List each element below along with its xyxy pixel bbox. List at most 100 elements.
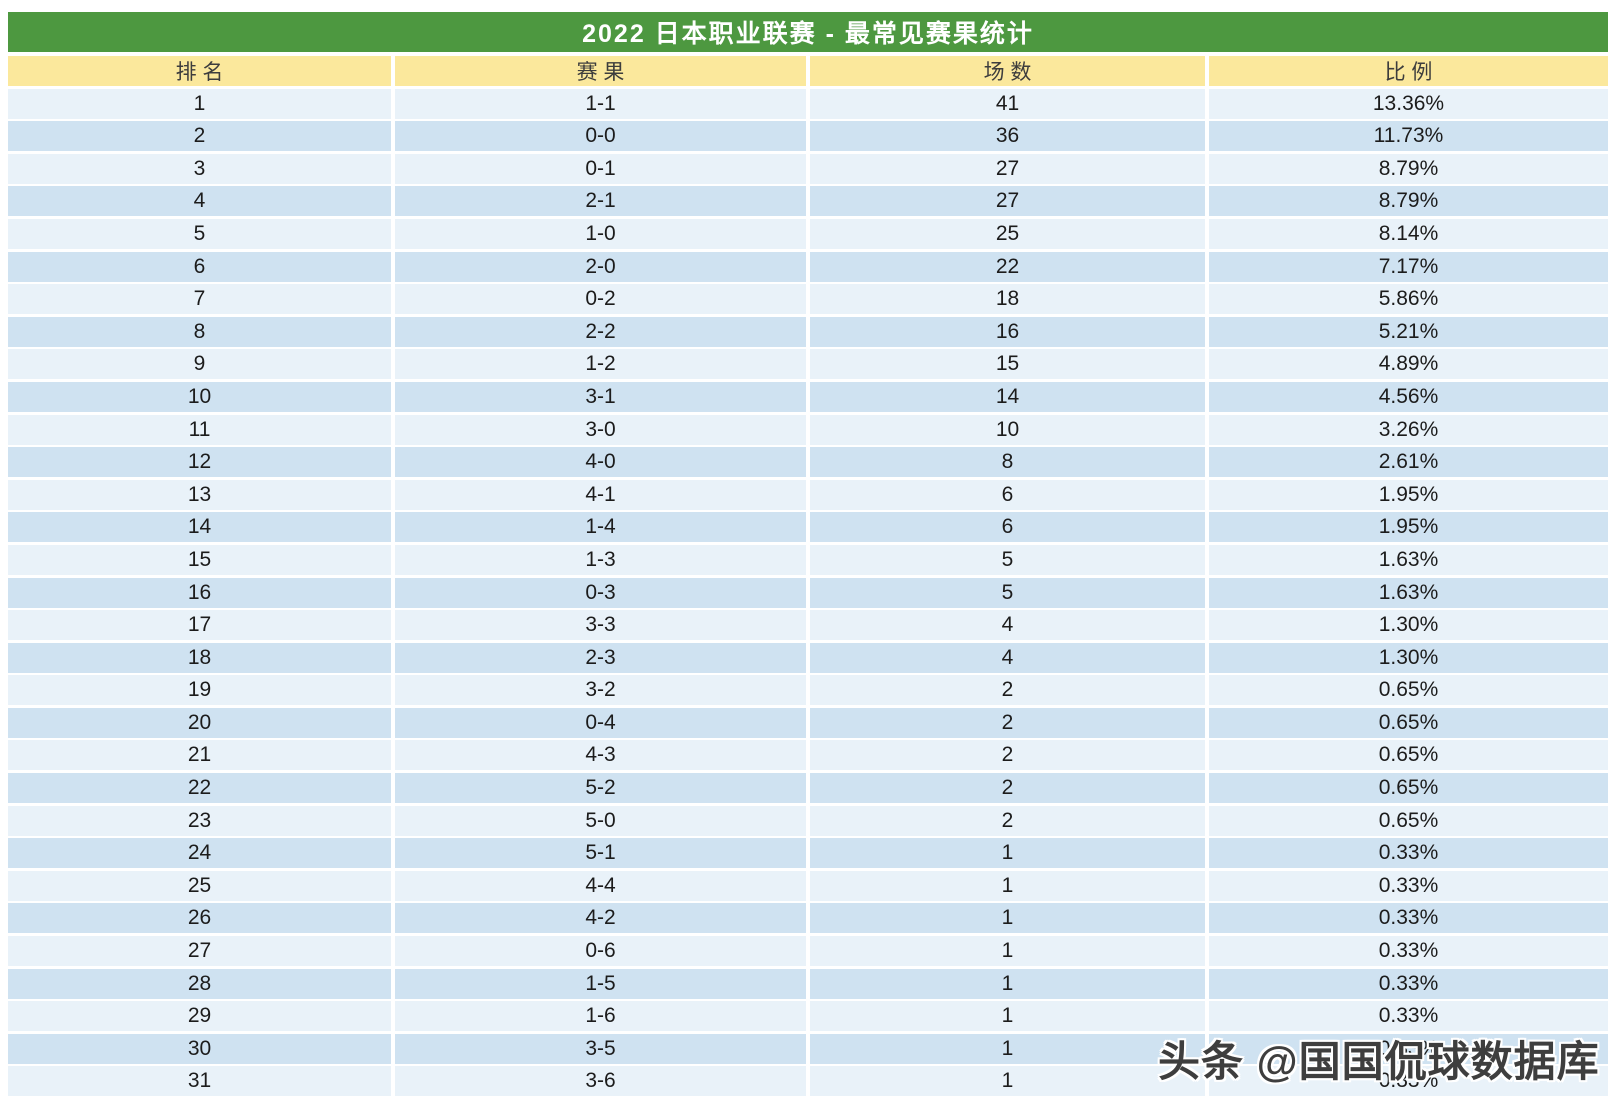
table-row: 31 3-6 1 0.33% [8,1066,1608,1097]
percent-cell: 4.56% [1209,381,1608,412]
percent-cell: 1.30% [1209,610,1608,641]
table-row: 27 0-6 1 0.33% [8,936,1608,967]
column-header-percent: 比 例 [1209,56,1608,86]
games-cell: 1 [810,1033,1205,1064]
percent-cell: 0.33% [1209,903,1608,934]
rank-cell: 9 [8,349,391,380]
table-row: 18 2-3 4 1.30% [8,642,1608,673]
games-cell: 14 [810,381,1205,412]
table-row: 26 4-2 1 0.33% [8,903,1608,934]
games-cell: 4 [810,642,1205,673]
games-cell: 18 [810,284,1205,315]
games-cell: 5 [810,544,1205,575]
percent-cell: 0.33% [1209,870,1608,901]
percent-cell: 2.61% [1209,447,1608,478]
score-cell: 1-2 [395,349,806,380]
games-cell: 2 [810,740,1205,771]
score-cell: 4-4 [395,870,806,901]
percent-cell: 4.89% [1209,349,1608,380]
games-cell: 6 [810,512,1205,543]
score-cell: 1-1 [395,88,806,119]
score-cell: 3-0 [395,414,806,445]
games-cell: 6 [810,479,1205,510]
rank-cell: 3 [8,153,391,184]
games-cell: 1 [810,936,1205,967]
table-row: 6 2-0 22 7.17% [8,251,1608,282]
percent-cell: 0.33% [1209,1033,1608,1064]
rank-cell: 4 [8,186,391,217]
rank-cell: 14 [8,512,391,543]
rank-cell: 21 [8,740,391,771]
games-cell: 41 [810,88,1205,119]
rank-cell: 17 [8,610,391,641]
table-row: 25 4-4 1 0.33% [8,870,1608,901]
table-body: 1 1-1 41 13.36% 2 0-0 36 11.73% 3 0-1 27… [8,88,1608,1097]
rank-cell: 6 [8,251,391,282]
percent-cell: 0.33% [1209,1001,1608,1032]
score-cell: 0-4 [395,707,806,738]
score-cell: 4-2 [395,903,806,934]
rank-cell: 27 [8,936,391,967]
rank-cell: 20 [8,707,391,738]
score-cell: 3-2 [395,675,806,706]
games-cell: 5 [810,577,1205,608]
games-cell: 27 [810,186,1205,217]
score-cell: 3-1 [395,381,806,412]
score-cell: 1-0 [395,218,806,249]
games-cell: 1 [810,838,1205,869]
rank-cell: 26 [8,903,391,934]
score-cell: 3-3 [395,610,806,641]
percent-cell: 1.63% [1209,544,1608,575]
score-cell: 1-5 [395,968,806,999]
table-row: 30 3-5 1 0.33% [8,1033,1608,1064]
percent-cell: 0.33% [1209,968,1608,999]
table-row: 22 5-2 2 0.65% [8,773,1608,804]
score-cell: 5-1 [395,838,806,869]
rank-cell: 24 [8,838,391,869]
rank-cell: 30 [8,1033,391,1064]
table-row: 3 0-1 27 8.79% [8,153,1608,184]
percent-cell: 0.65% [1209,740,1608,771]
percent-cell: 8.14% [1209,218,1608,249]
games-cell: 1 [810,1001,1205,1032]
games-cell: 2 [810,675,1205,706]
table-row: 14 1-4 6 1.95% [8,512,1608,543]
table-row: 17 3-3 4 1.30% [8,610,1608,641]
percent-cell: 0.33% [1209,1066,1608,1097]
table-row: 13 4-1 6 1.95% [8,479,1608,510]
score-cell: 0-0 [395,121,806,152]
table-row: 29 1-6 1 0.33% [8,1001,1608,1032]
table-row: 1 1-1 41 13.36% [8,88,1608,119]
rank-cell: 18 [8,642,391,673]
table-row: 5 1-0 25 8.14% [8,218,1608,249]
score-cell: 1-4 [395,512,806,543]
percent-cell: 1.95% [1209,512,1608,543]
score-cell: 1-6 [395,1001,806,1032]
score-cell: 3-5 [395,1033,806,1064]
rank-cell: 1 [8,88,391,119]
percent-cell: 0.33% [1209,936,1608,967]
percent-cell: 1.30% [1209,642,1608,673]
rank-cell: 13 [8,479,391,510]
table-row: 28 1-5 1 0.33% [8,968,1608,999]
rank-cell: 8 [8,316,391,347]
table-row: 7 0-2 18 5.86% [8,284,1608,315]
rank-cell: 23 [8,805,391,836]
watermark: 头条 @国国侃球数据库 [1158,1038,1600,1085]
percent-cell: 5.86% [1209,284,1608,315]
table-title: 2022 日本职业联赛 - 最常见赛果统计 [8,12,1608,52]
games-cell: 1 [810,968,1205,999]
table-row: 8 2-2 16 5.21% [8,316,1608,347]
games-cell: 16 [810,316,1205,347]
games-cell: 8 [810,447,1205,478]
games-cell: 10 [810,414,1205,445]
percent-cell: 8.79% [1209,153,1608,184]
games-cell: 25 [810,218,1205,249]
score-cell: 0-3 [395,577,806,608]
games-cell: 4 [810,610,1205,641]
column-header-games: 场 数 [810,56,1205,86]
table-row: 9 1-2 15 4.89% [8,349,1608,380]
table-row: 24 5-1 1 0.33% [8,838,1608,869]
rank-cell: 28 [8,968,391,999]
table-row: 21 4-3 2 0.65% [8,740,1608,771]
